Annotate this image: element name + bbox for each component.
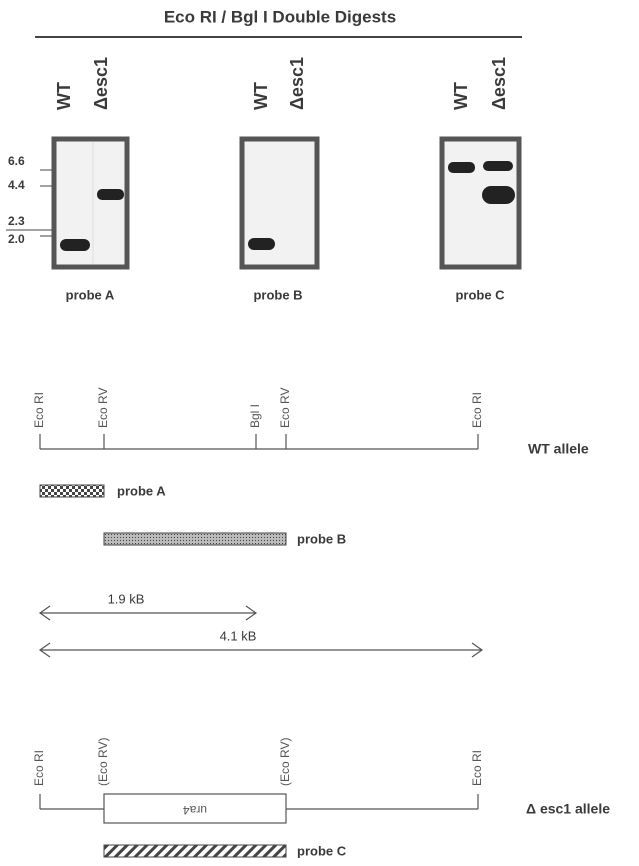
size-markers: 6.6 4.4 2.3 2.0: [6, 154, 52, 246]
mutant-map: Eco RI (Eco RV) (Eco RV) Eco RI ura4 Δ e…: [32, 738, 610, 859]
probe-label: probe B: [297, 531, 346, 546]
lane-label: Δesc1: [489, 57, 509, 110]
site-label: Eco RI: [470, 750, 484, 786]
probe-bar: [104, 533, 286, 545]
lane-label: Δesc1: [91, 57, 111, 110]
site-label: Eco RI: [470, 392, 484, 428]
probe-label: probe A: [117, 483, 166, 498]
lane-label: WT: [251, 82, 271, 110]
blot-caption: probe A: [66, 287, 115, 302]
blot-captions: probe A probe B probe C: [66, 287, 505, 302]
site-label: (Eco RV): [278, 738, 292, 786]
site-label: Eco RV: [278, 388, 292, 428]
band: [483, 161, 513, 171]
marker-label: 4.4: [8, 178, 25, 192]
site-label: (Eco RV): [96, 738, 110, 786]
probe-label: probe C: [297, 843, 347, 858]
restriction-map: [40, 434, 478, 449]
marker-label: 2.0: [8, 232, 25, 246]
allele-label: WT allele: [528, 441, 589, 457]
band: [248, 238, 275, 250]
distance-label: 1.9 kB: [108, 591, 145, 606]
blot-panels: [54, 139, 519, 267]
allele-label: Δ esc1 allele: [526, 801, 610, 817]
marker-label: 2.3: [8, 214, 25, 228]
title: Eco RI / Bgl I Double Digests: [164, 7, 396, 26]
site-label: Eco RI: [32, 750, 46, 786]
probe-bar: [40, 485, 104, 497]
band: [448, 162, 475, 173]
band: [97, 189, 124, 200]
blot-caption: probe C: [455, 287, 505, 302]
site-label: Eco RI: [32, 392, 46, 428]
blot-caption: probe B: [253, 287, 302, 302]
insert-label: ura4: [183, 803, 207, 817]
distance-arrow: [40, 606, 256, 620]
lane-label: Δesc1: [287, 57, 307, 110]
band: [60, 239, 90, 251]
band: [482, 186, 515, 204]
distance-arrow: [40, 643, 482, 657]
probe-bar: [104, 845, 286, 857]
figure: Eco RI / Bgl I Double Digests WT Δesc1 W…: [0, 0, 639, 866]
wt-map: Eco RI Eco RV Bgl I Eco RV Eco RI WT all…: [32, 388, 589, 657]
site-label: Bgl I: [248, 404, 262, 428]
distance-label: 4.1 kB: [220, 628, 257, 643]
site-label: Eco RV: [96, 388, 110, 428]
lane-label: WT: [451, 82, 471, 110]
lane-label: WT: [54, 82, 74, 110]
lane-labels: WT Δesc1 WT Δesc1 WT Δesc1: [54, 57, 509, 110]
marker-label: 6.6: [8, 154, 25, 168]
